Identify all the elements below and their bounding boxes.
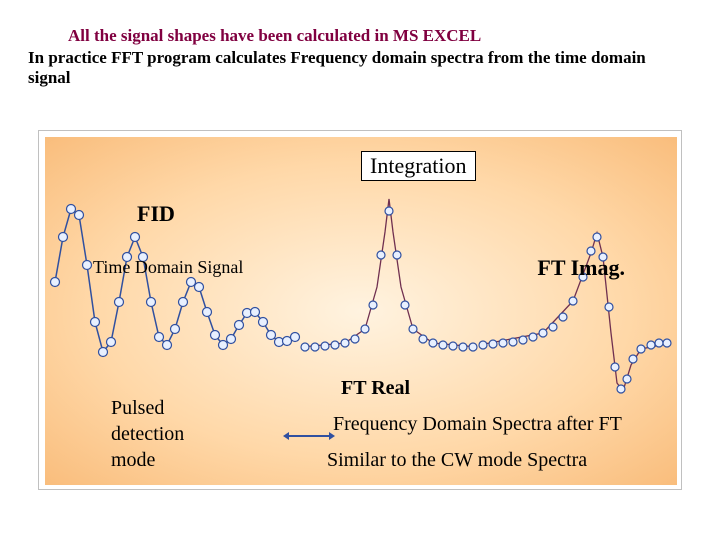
gradient-background: Integration FID Time Domain Signal FT Im…: [45, 137, 677, 485]
title-line-1: All the signal shapes have been calculat…: [28, 26, 692, 46]
similar-label: Similar to the CW mode Spectra: [327, 449, 587, 472]
fid-label: FID: [137, 201, 175, 227]
time-domain-label: Time Domain Signal: [93, 257, 243, 278]
double-arrow-icon: [289, 435, 329, 437]
ft-real-label: FT Real: [341, 377, 410, 400]
integration-label: Integration: [361, 151, 476, 181]
ft-imag-label: FT Imag.: [537, 255, 625, 281]
freq-domain-label: Frequency Domain Spectra after FT: [333, 413, 622, 436]
diagram-panel: Integration FID Time Domain Signal FT Im…: [38, 130, 682, 490]
title-line-2: In practice FFT program calculates Frequ…: [28, 48, 692, 88]
pulsed-mode-label: Pulseddetectionmode: [111, 395, 184, 473]
